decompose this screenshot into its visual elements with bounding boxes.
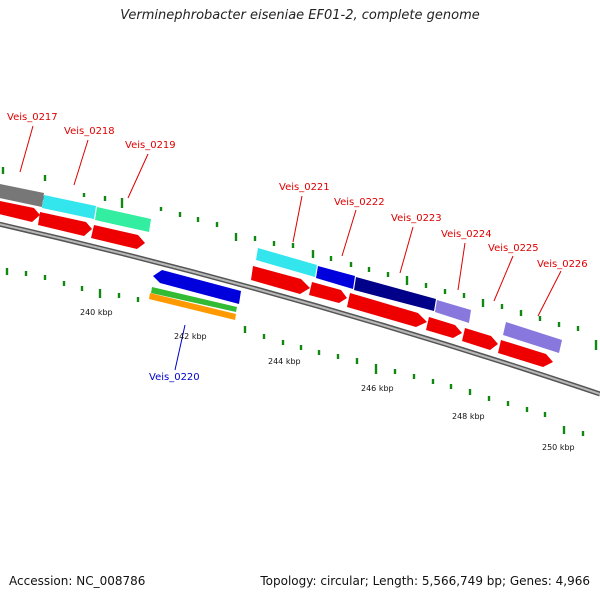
scale-label: 248 kbp: [452, 412, 485, 421]
scale-label: 240 kbp: [80, 308, 113, 317]
cds-track: [0, 201, 553, 367]
cds-arrow: [251, 266, 310, 294]
accession-text: Accession: NC_008786: [9, 574, 146, 588]
feature-veis-0221-block: [256, 248, 317, 277]
cds-arrow: [309, 282, 347, 303]
feature-veis-0219-block: [95, 207, 151, 232]
scale-label: 244 kbp: [268, 357, 301, 366]
map-title: Verminephrobacter eiseniae EF01-2, compl…: [120, 8, 480, 23]
gene-label-veis-0225[interactable]: Veis_0225: [488, 243, 539, 254]
topology-text: Topology: circular; Length: 5,566,749 bp…: [260, 574, 590, 588]
gene-label-veis-0219[interactable]: Veis_0219: [125, 140, 176, 151]
cds-arrow: [0, 201, 40, 222]
upper-tick-track: [1, 167, 598, 350]
scale-label: 246 kbp: [361, 384, 394, 393]
label-connectors: [19, 125, 562, 371]
gene-label-veis-0218[interactable]: Veis_0218: [64, 126, 115, 137]
gene-label-veis-0224[interactable]: Veis_0224: [441, 229, 492, 240]
reverse-strip-green: [151, 287, 237, 312]
feature-veis-0222-block: [316, 266, 355, 289]
cds-arrow: [347, 293, 427, 327]
gene-label-veis-0217[interactable]: Veis_0217: [7, 112, 58, 123]
feature-track-top: [0, 184, 562, 353]
cds-arrow: [91, 225, 145, 249]
feature-veis-0220: [149, 270, 241, 320]
feature-veis-0218-block: [42, 195, 96, 219]
feature-veis-0217-block: [0, 184, 44, 207]
lower-tick-track: [5, 268, 585, 436]
feature-veis-0226-block: [503, 322, 562, 353]
gene-label-veis-0220[interactable]: Veis_0220: [149, 372, 200, 383]
cds-arrow: [426, 317, 462, 338]
cds-arrow: [38, 212, 92, 236]
genome-backbone-highlight: [0, 223, 600, 395]
feature-veis-0223-block: [354, 277, 436, 311]
scale-label: 250 kbp: [542, 443, 575, 452]
reverse-arrow-blue: [153, 270, 241, 304]
cds-arrow: [498, 340, 553, 367]
feature-veis-0224-block: [435, 300, 471, 323]
gene-label-veis-0223[interactable]: Veis_0223: [391, 213, 442, 224]
cds-arrow: [462, 328, 498, 350]
gene-label-veis-0226[interactable]: Veis_0226: [537, 259, 588, 270]
gene-label-veis-0222[interactable]: Veis_0222: [334, 197, 385, 208]
reverse-strip-orange: [149, 293, 236, 320]
gene-label-veis-0221[interactable]: Veis_0221: [279, 182, 330, 193]
scale-label: 242 kbp: [174, 332, 207, 341]
